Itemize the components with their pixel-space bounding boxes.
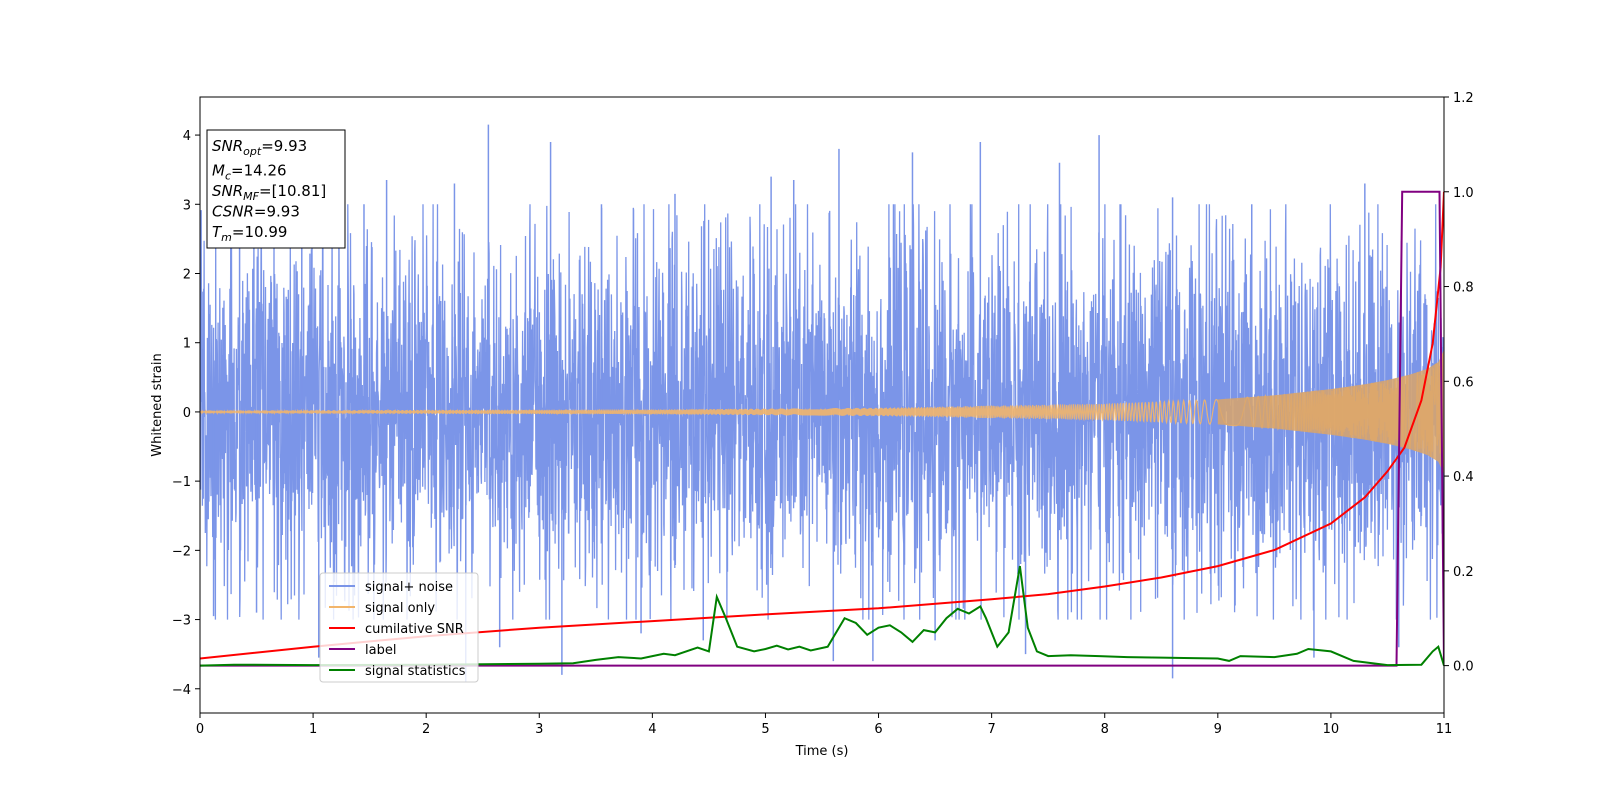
signal-statistics-line <box>200 565 1444 667</box>
x-tick-label: 6 <box>874 722 882 737</box>
y-tick-label: −4 <box>172 683 191 698</box>
x-tick-label: 5 <box>761 722 769 737</box>
signal-noise-line <box>200 204 1444 620</box>
cumilative-snr-line <box>200 191 1444 660</box>
y-tick-label: 1 <box>183 337 191 352</box>
plot-frame <box>199 96 1445 714</box>
legend-label: signal statistics <box>365 664 466 679</box>
x-axis-label: Time (s) <box>795 744 849 759</box>
x-tick-label: 3 <box>535 722 543 737</box>
y-axis-label: Whitened strain <box>150 353 165 456</box>
y-tick-label: 3 <box>183 198 191 213</box>
y-tick-label: 0 <box>183 406 191 421</box>
x-tick-label: 7 <box>987 722 995 737</box>
y2-tick-label: 0.2 <box>1453 565 1474 580</box>
info-line: Tm=10.99 <box>212 223 287 244</box>
y-tick-label: −3 <box>172 614 191 629</box>
legend-label: signal only <box>365 601 435 616</box>
legend-frame <box>319 572 479 683</box>
y-tick-label: 4 <box>183 129 191 144</box>
legend-label: label <box>365 643 396 658</box>
info-line: Mc=14.26 <box>212 162 287 183</box>
y2-tick-label: 0.0 <box>1453 660 1474 675</box>
y2-tick-label: 0.6 <box>1453 375 1474 390</box>
x-tick-label: 11 <box>1436 722 1453 737</box>
x-tick-label: 0 <box>196 722 204 737</box>
x-tick-label: 10 <box>1323 722 1340 737</box>
x-tick-label: 8 <box>1101 722 1109 737</box>
x-tick-label: 4 <box>648 722 656 737</box>
x-tick-label: 9 <box>1214 722 1222 737</box>
signal-noise-series <box>200 124 1444 682</box>
signal-only-series <box>200 349 1444 475</box>
y2-tick-label: 1.0 <box>1453 186 1474 201</box>
label-line <box>200 190 1444 667</box>
info-box-frame <box>206 129 346 249</box>
y2-tick-label: 0.4 <box>1453 470 1474 485</box>
x-tick-label: 2 <box>422 722 430 737</box>
y-tick-label: 2 <box>183 267 191 282</box>
info-line: SNRMF=[10.81] <box>212 182 326 203</box>
info-box: SNRopt=9.93 Mc=14.26SNRMF=[10.81]CSNR=9.9… <box>206 129 346 249</box>
x-tick-label: 1 <box>309 722 317 737</box>
legend: signal+ noise signal only cumilative SNR la… <box>319 572 479 683</box>
legend-label: cumilative SNR <box>365 622 464 637</box>
y2-tick-label: 0.8 <box>1453 281 1474 296</box>
signal-only-envelope <box>1217 349 1444 475</box>
legend-label: signal+ noise <box>365 580 453 595</box>
y-tick-label: −1 <box>172 475 191 490</box>
y2-tick-label: 1.2 <box>1453 91 1474 106</box>
axes: 0 1 2 3 4 5 6 7 8 9 10 11 −4 −3 −2 −1 0 1 2 3 4 0.0 0.2 0.4 0.6 0… <box>172 91 1474 737</box>
info-line: SNRopt=9.93 <box>212 137 307 158</box>
y-tick-label: −2 <box>172 544 191 559</box>
right-axis-series <box>200 190 1444 667</box>
info-line: CSNR=9.93 <box>212 203 300 221</box>
